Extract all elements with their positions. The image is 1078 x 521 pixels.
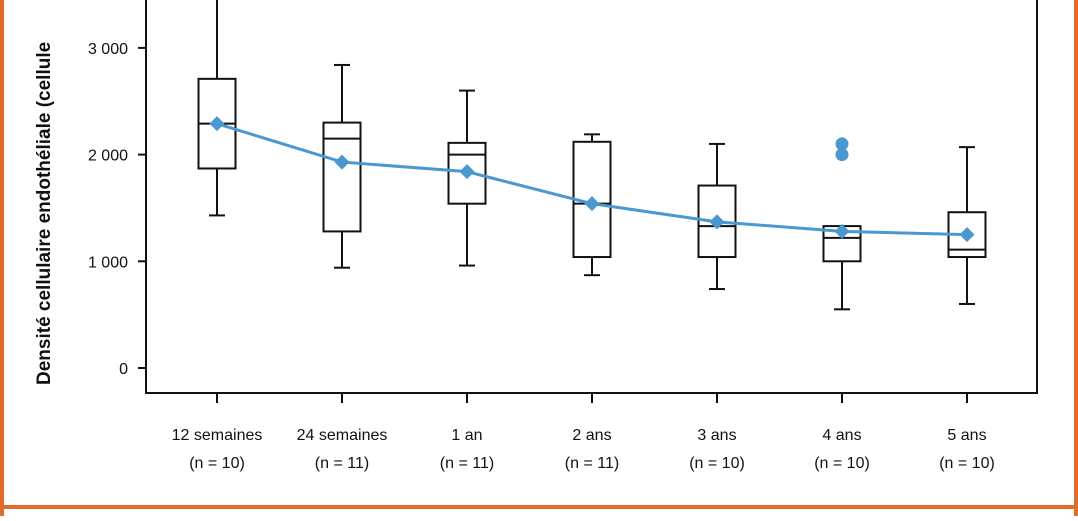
x-tick-count-label: (n = 11) <box>565 455 619 472</box>
y-axis: 0 1 000 2 000 3 000 <box>88 41 146 378</box>
y-tick-label: 0 <box>119 361 128 378</box>
x-tick-label: 12 semaines <box>172 427 263 444</box>
frame-border-bottom <box>0 505 1078 509</box>
box-6 <box>824 137 861 309</box>
outlier-point <box>836 137 849 150</box>
y-tick-label: 1 000 <box>88 254 128 271</box>
box-1 <box>199 0 236 215</box>
x-tick-count-label: (n = 10) <box>189 455 245 472</box>
x-tick-count-label: (n = 10) <box>689 455 745 472</box>
x-tick-label: 3 ans <box>697 427 736 444</box>
x-tick-label: 4 ans <box>822 427 861 444</box>
x-tick-label: 24 semaines <box>297 427 388 444</box>
y-axis-title: Densité cellulaire endothéliale (cellule <box>34 42 55 385</box>
x-axis: 12 semaines (n = 10) 24 semaines (n = 11) 1 … <box>172 393 995 472</box>
frame-border-right <box>1074 0 1078 516</box>
x-tick-label: 2 ans <box>572 427 611 444</box>
x-tick-label: 5 ans <box>947 427 986 444</box>
y-tick-label: 3 000 <box>88 41 128 58</box>
x-tick-count-label: (n = 11) <box>440 455 494 472</box>
box-plot-chart: Densité cellulaire endothéliale (cellule… <box>0 0 1078 516</box>
x-tick-count-label: (n = 10) <box>814 455 870 472</box>
x-tick-count-label: (n = 11) <box>315 455 369 472</box>
box-7 <box>949 147 986 304</box>
y-tick-label: 2 000 <box>88 148 128 165</box>
x-tick-label: 1 an <box>451 427 482 444</box>
frame-border-left <box>0 0 4 516</box>
chart-frame: Densité cellulaire endothéliale (cellule… <box>0 0 1078 516</box>
x-tick-count-label: (n = 10) <box>939 455 995 472</box>
